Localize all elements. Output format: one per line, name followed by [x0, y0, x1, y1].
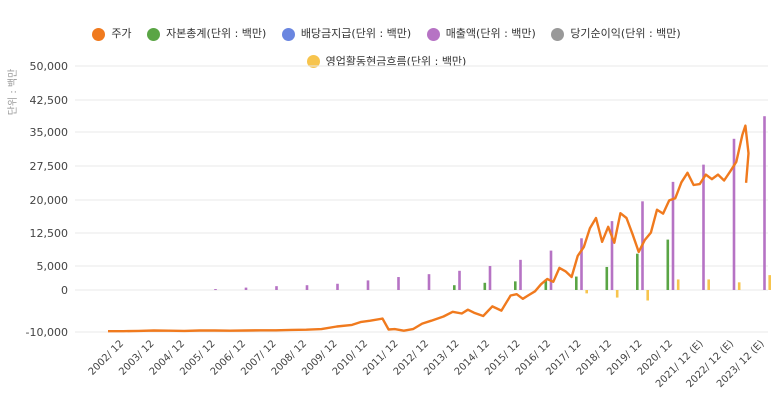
legend: 주가 자본총계(단위 : 백만) 배당금지급(단위 : 백만) 매출액(단위 :… [0, 22, 773, 77]
legend-item-dividends[interactable]: 배당금지급(단위 : 백만) [281, 22, 412, 46]
bar-1-11 [453, 285, 456, 290]
stock-price-line-group [108, 124, 750, 333]
bar-3-8 [366, 280, 370, 290]
bar-3-10 [427, 274, 431, 290]
legend-dot-3 [426, 27, 440, 41]
bar-1-17 [636, 253, 639, 290]
bars [214, 116, 771, 301]
legend-label: 주가 [111, 27, 132, 40]
y-tick-label: 50,000 [30, 60, 69, 73]
legend-item-operating-cash-flow[interactable]: 영업활동현금흐름(단위 : 백만) [306, 50, 467, 74]
bar-3-9 [397, 277, 400, 290]
bar-5-20 [737, 282, 741, 290]
legend-label: 당기순이익(단위 : 백만) [570, 27, 681, 40]
bar-5-21 [768, 275, 771, 290]
legend-label: 영업활동현금흐름(단위 : 백만) [325, 54, 467, 68]
y-axis-ticks: -10,000 0 5,000 12,500 20,000 27,500 35,000 42,… [26, 60, 68, 339]
y-axis-title: 단위 : 백만 [6, 69, 19, 116]
y-tick-label: 35,000 [30, 126, 69, 139]
bar-3-14 [549, 250, 553, 290]
bar-3-21 [763, 116, 766, 290]
y-tick-label: 20,000 [30, 194, 69, 207]
bar-5-15 [585, 290, 588, 294]
legend-dot-0 [92, 27, 106, 41]
stock-price-line [108, 124, 750, 333]
y-tick-label: 0 [61, 284, 68, 297]
bar-1-16 [605, 266, 609, 290]
legend-item-stock-price[interactable]: 주가 [92, 22, 132, 46]
legend-item-total-equity[interactable]: 자본총계(단위 : 백만) [147, 22, 266, 46]
bar-5-18 [676, 279, 680, 290]
legend-dot-2 [281, 27, 295, 41]
bar-3-20 [732, 138, 736, 290]
legend-dot-5 [306, 55, 320, 68]
legend-label: 매출액(단위 : 백만) [445, 27, 536, 40]
bar-3-15 [580, 238, 583, 290]
y-tick-label: 27,500 [30, 160, 69, 173]
bar-3-13 [519, 259, 522, 290]
legend-item-net-income[interactable]: 당기순이익(단위 : 백만) [551, 22, 681, 46]
bar-3-6 [305, 285, 309, 290]
legend-dot-1 [147, 27, 161, 41]
bar-3-7 [336, 283, 339, 290]
bar-3-12 [488, 266, 492, 290]
bar-5-17 [646, 290, 649, 301]
legend-row-2: 영업활동현금흐름(단위 : 백만) [0, 50, 773, 78]
bar-3-18 [671, 181, 675, 290]
bar-1-18 [666, 239, 670, 290]
y-tick-label: 5,000 [37, 260, 69, 273]
bar-3-5 [275, 286, 278, 290]
y-tick-label: 42,500 [30, 94, 69, 107]
bar-1-14 [544, 279, 548, 290]
bar-5-16 [615, 290, 619, 298]
bar-1-12 [483, 282, 487, 290]
bar-3-11 [458, 270, 461, 290]
y-tick-label: -10,000 [26, 326, 68, 339]
bar-3-19 [702, 164, 705, 290]
bar-5-19 [707, 279, 710, 290]
bar-3-16 [610, 221, 614, 290]
y-tick-label: 12,500 [30, 227, 69, 240]
legend-label: 자본총계(단위 : 백만) [166, 27, 267, 40]
legend-dot-4 [551, 27, 565, 41]
bar-1-15 [575, 276, 578, 290]
gridlines [75, 65, 768, 333]
bar-1-13 [514, 281, 517, 290]
bar-3-4 [244, 287, 248, 290]
legend-label: 배당금지급(단위 : 백만) [300, 27, 412, 40]
legend-item-revenue[interactable]: 매출액(단위 : 백만) [426, 22, 536, 46]
legend-row-1: 주가 자본총계(단위 : 백만) 배당금지급(단위 : 백만) 매출액(단위 :… [0, 22, 773, 50]
bar-3-3 [214, 289, 217, 291]
